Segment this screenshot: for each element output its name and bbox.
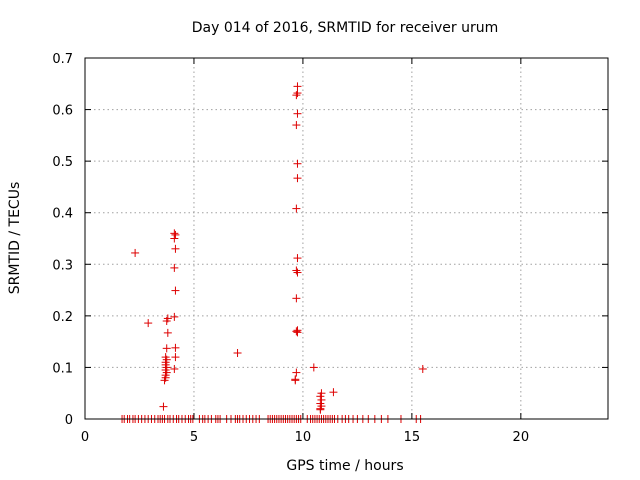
data-point	[162, 344, 171, 353]
data-point	[163, 314, 172, 323]
plot-frame	[84, 57, 609, 420]
y-tick-label: 0.7	[52, 52, 73, 67]
data-point	[317, 389, 326, 398]
x-axis-label: GPS time / hours	[286, 458, 403, 474]
data-point	[293, 89, 302, 98]
y-tick-label: 0.4	[52, 207, 73, 222]
data-point	[293, 268, 302, 277]
data-point	[309, 363, 318, 372]
data-point	[171, 353, 180, 362]
data-point	[171, 244, 180, 253]
data-point	[293, 82, 302, 91]
x-tick-labels: 0 5 10 15 20	[81, 430, 529, 445]
x-tick-label: 20	[513, 430, 530, 445]
data-point	[171, 343, 180, 352]
y-tick-label: 0.5	[52, 155, 73, 170]
y-axis-label: SRMTID / TECUs	[7, 182, 23, 295]
data-point	[418, 364, 427, 373]
data-point	[161, 353, 170, 362]
data-point	[292, 121, 301, 130]
data-point	[131, 248, 140, 257]
data-point	[292, 91, 301, 100]
data-point	[159, 402, 168, 411]
data-point	[329, 388, 338, 397]
data-point	[170, 263, 179, 272]
data-point	[144, 319, 153, 328]
chart-title: Day 014 of 2016, SRMTID for receiver uru…	[192, 20, 499, 36]
data-point	[170, 229, 179, 238]
data-point	[293, 109, 302, 118]
data-point	[292, 368, 301, 377]
data-point	[163, 328, 172, 337]
data-points	[118, 82, 427, 423]
data-point	[316, 404, 325, 413]
data-point	[293, 159, 302, 168]
x-tick-label: 15	[404, 430, 421, 445]
data-point	[170, 364, 179, 373]
x-tick-label: 10	[295, 430, 312, 445]
y-tick-label: 0	[65, 413, 73, 428]
data-point	[292, 266, 301, 275]
data-point	[292, 327, 301, 336]
data-point	[293, 174, 302, 183]
grid-lines	[85, 58, 608, 419]
data-point	[292, 294, 301, 303]
data-point	[317, 395, 326, 404]
data-point	[293, 254, 302, 263]
y-tick-label: 0.3	[52, 258, 73, 273]
data-point	[170, 312, 179, 321]
y-tick-labels: 0 0.1 0.2 0.3 0.4 0.5 0.6 0.7	[52, 52, 73, 428]
data-point	[292, 204, 301, 213]
y-tick-label: 0.6	[52, 104, 73, 119]
y-tick-label: 0.2	[52, 310, 73, 325]
y-tick-label: 0.1	[52, 361, 73, 376]
data-point	[233, 348, 242, 357]
data-point	[293, 328, 302, 337]
x-tick-label: 0	[81, 430, 89, 445]
x-tick-label: 5	[190, 430, 198, 445]
data-point	[171, 286, 180, 295]
data-point	[171, 230, 180, 239]
data-point	[291, 375, 300, 384]
